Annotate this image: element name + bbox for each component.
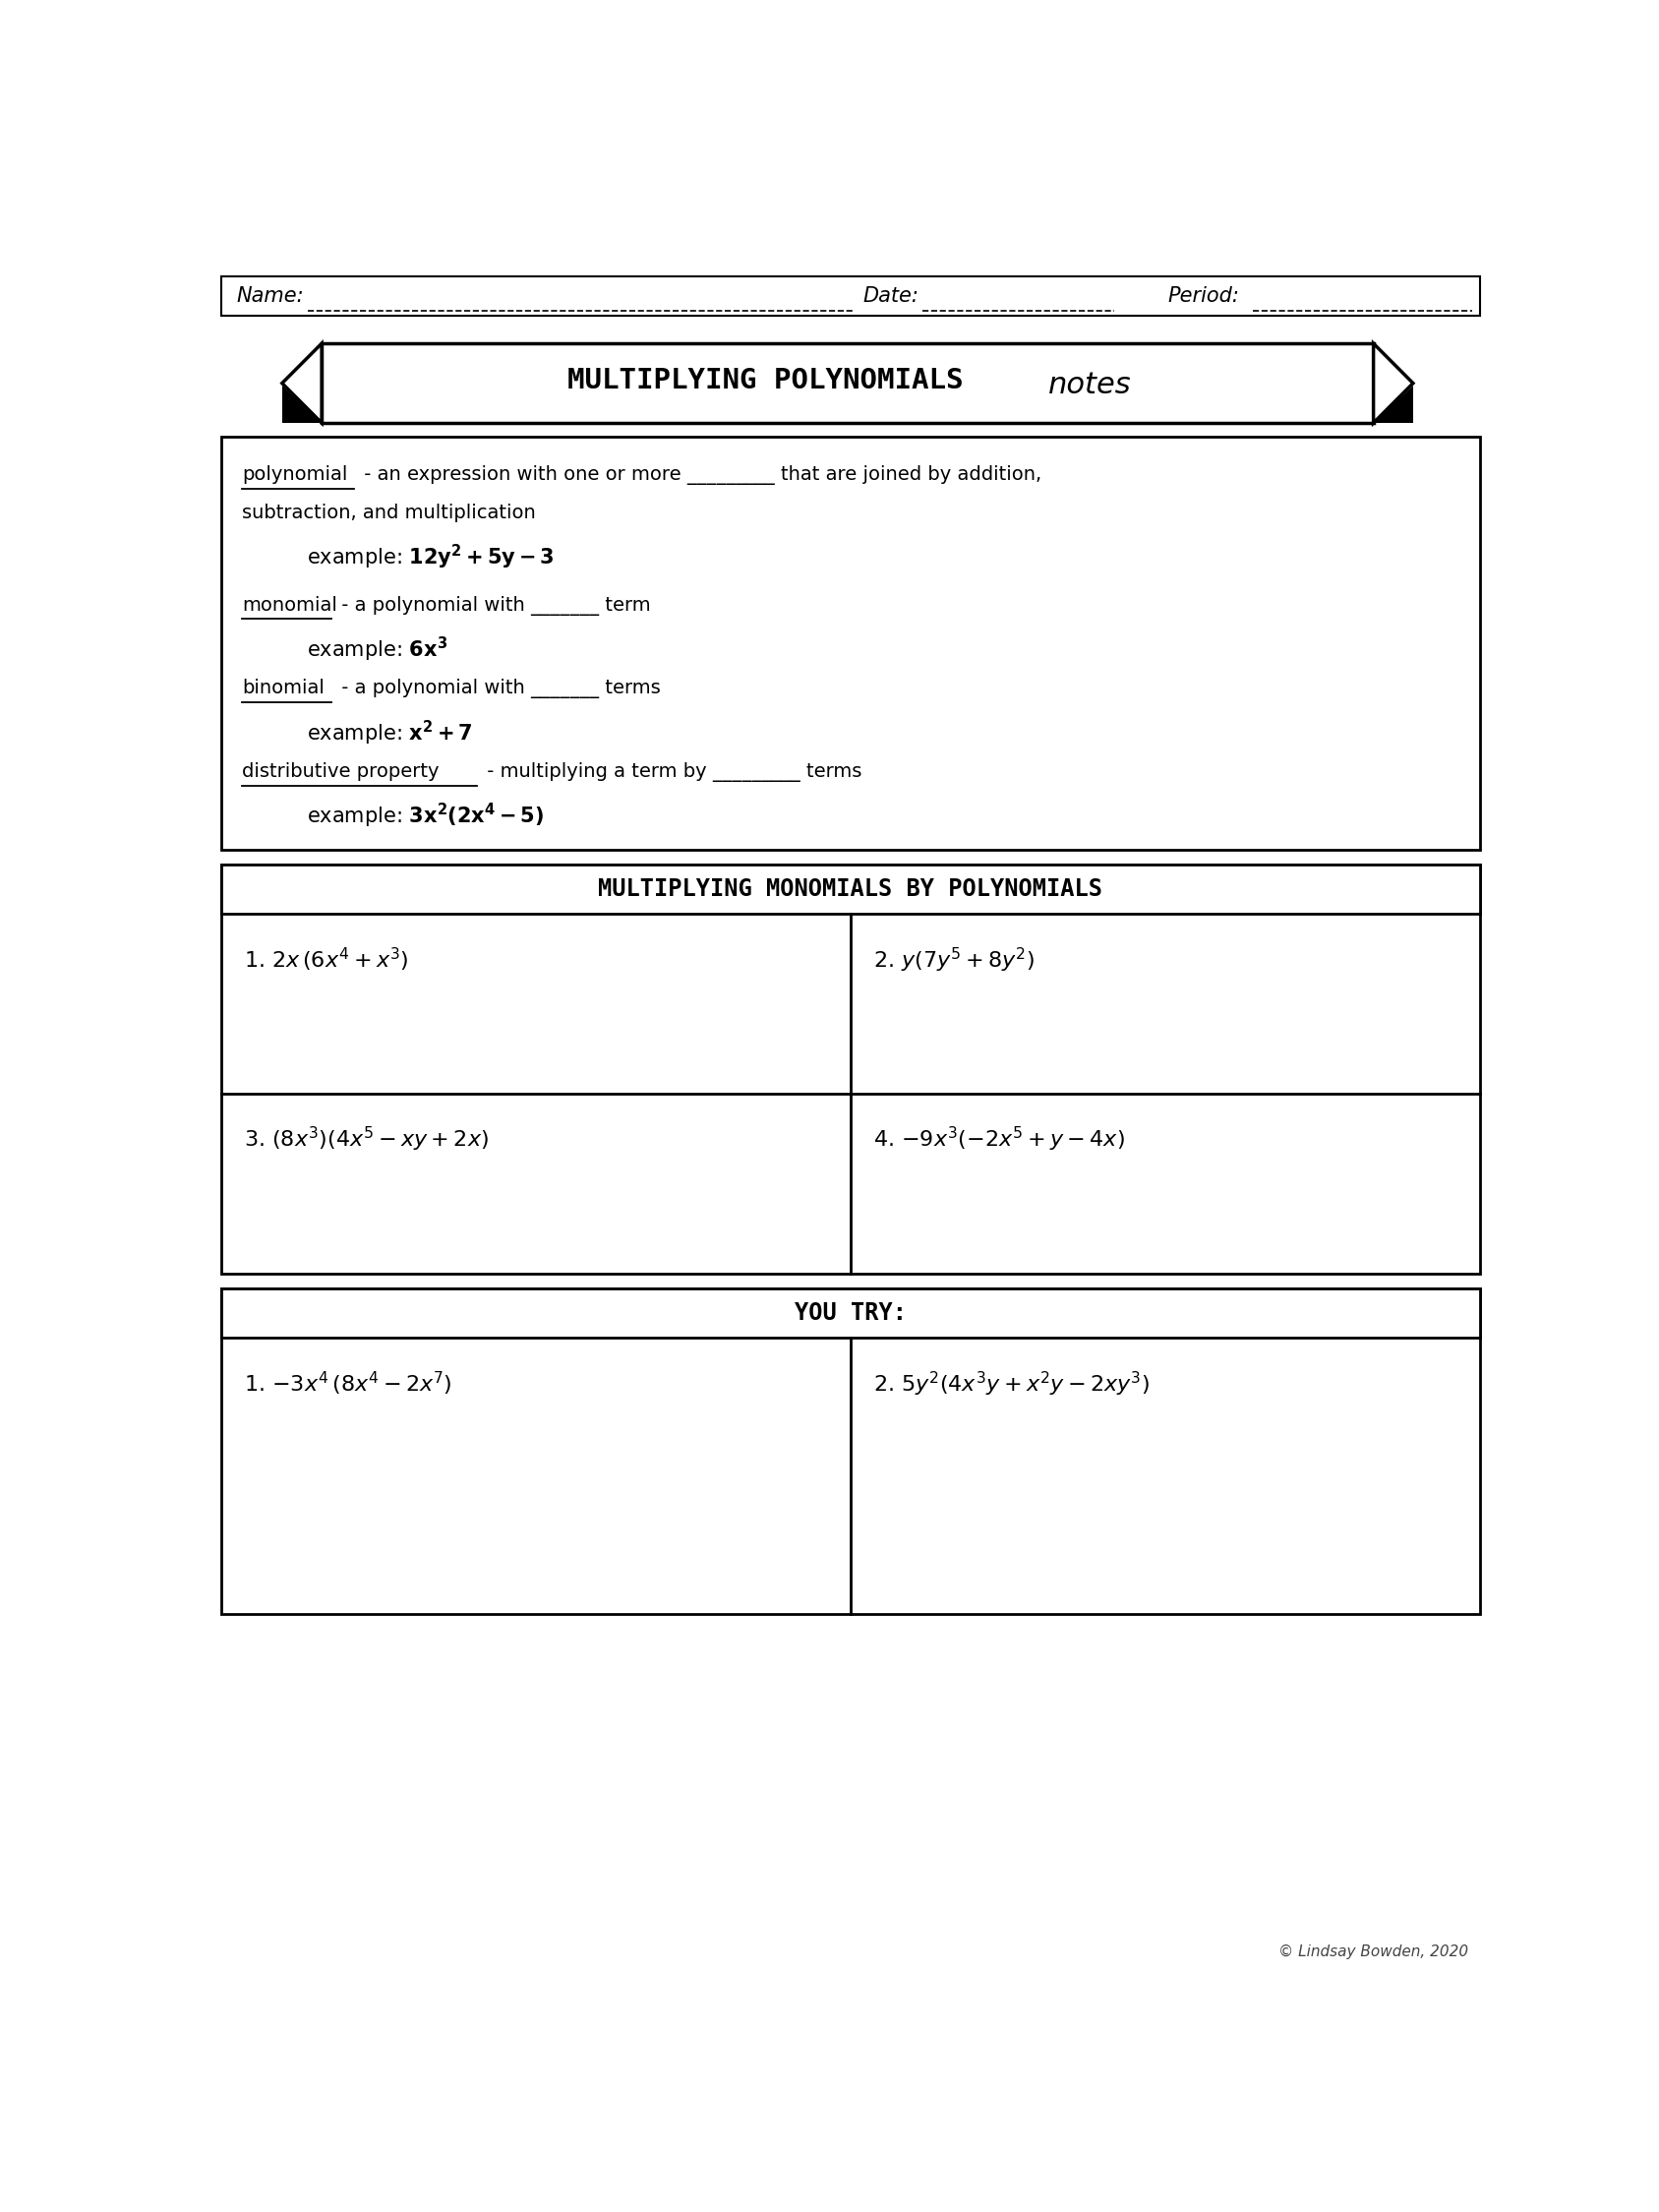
Text: 4. $-9x^3(-2x^5 + y - 4x)$: 4. $-9x^3(-2x^5 + y - 4x)$: [874, 1126, 1125, 1155]
Polygon shape: [282, 385, 322, 422]
Text: MULTIPLYING MONOMIALS BY POLYNOMIALS: MULTIPLYING MONOMIALS BY POLYNOMIALS: [599, 878, 1103, 900]
FancyBboxPatch shape: [322, 343, 1374, 422]
Text: Name:: Name:: [236, 285, 304, 305]
FancyBboxPatch shape: [221, 1290, 1480, 1338]
Text: notes: notes: [1048, 372, 1131, 400]
FancyBboxPatch shape: [221, 865, 1480, 1274]
Text: distributive property: distributive property: [242, 763, 440, 781]
Text: subtraction, and multiplication: subtraction, and multiplication: [242, 504, 536, 522]
Text: example: $\mathbf{x^2 + 7}$: example: $\mathbf{x^2 + 7}$: [307, 719, 473, 748]
FancyBboxPatch shape: [221, 865, 1480, 914]
Text: © Lindsay Bowden, 2020: © Lindsay Bowden, 2020: [1279, 1944, 1468, 1960]
Text: 2. $y(7y^5 + 8y^2)$: 2. $y(7y^5 + 8y^2)$: [874, 945, 1035, 973]
Text: - multiplying a term by _________ terms: - multiplying a term by _________ terms: [481, 763, 861, 781]
Text: 2. $5y^2(4x^3y + x^2y - 2xy^3)$: 2. $5y^2(4x^3y + x^2y - 2xy^3)$: [874, 1369, 1150, 1398]
Text: polynomial: polynomial: [242, 465, 347, 484]
FancyBboxPatch shape: [221, 436, 1480, 849]
Text: example: $\mathbf{6x^3}$: example: $\mathbf{6x^3}$: [307, 635, 448, 664]
Text: Date:: Date:: [863, 285, 919, 305]
Polygon shape: [282, 343, 322, 422]
Text: binomial: binomial: [242, 679, 324, 697]
Text: YOU TRY:: YOU TRY:: [795, 1301, 907, 1325]
Text: monomial: monomial: [242, 595, 337, 615]
Text: 3. $(8x^3)(4x^5 - xy + 2x)$: 3. $(8x^3)(4x^5 - xy + 2x)$: [244, 1126, 489, 1155]
Text: - an expression with one or more _________ that are joined by addition,: - an expression with one or more _______…: [358, 465, 1042, 484]
Text: - a polynomial with _______ term: - a polynomial with _______ term: [335, 595, 650, 615]
Polygon shape: [1374, 343, 1413, 422]
Text: MULTIPLYING POLYNOMIALS: MULTIPLYING POLYNOMIALS: [567, 367, 980, 394]
Text: - a polynomial with _______ terms: - a polynomial with _______ terms: [335, 679, 660, 699]
Text: example: $\mathbf{12y^2 + 5y - 3}$: example: $\mathbf{12y^2 + 5y - 3}$: [307, 542, 554, 571]
Text: 1. $2x\,(6x^4 + x^3)$: 1. $2x\,(6x^4 + x^3)$: [244, 945, 408, 973]
Text: 1. $-3x^4\,(8x^4 - 2x^7)$: 1. $-3x^4\,(8x^4 - 2x^7)$: [244, 1369, 453, 1398]
FancyBboxPatch shape: [221, 276, 1480, 316]
Polygon shape: [1374, 385, 1413, 422]
Text: example: $\mathbf{3x^2(2x^4 - 5)}$: example: $\mathbf{3x^2(2x^4 - 5)}$: [307, 801, 544, 830]
Text: Period:: Period:: [1168, 285, 1239, 305]
FancyBboxPatch shape: [221, 1290, 1480, 1615]
